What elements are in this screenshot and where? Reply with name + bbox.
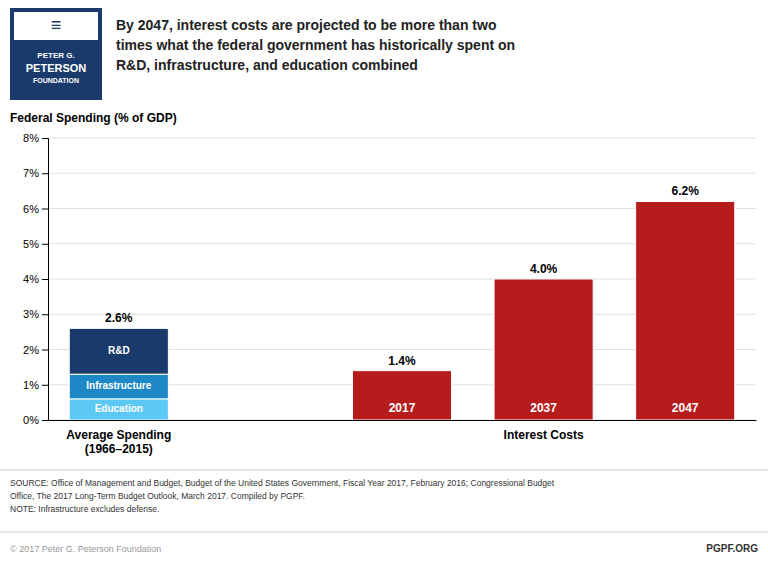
y-tick-mark [42, 173, 48, 174]
value-label: 6.2% [672, 184, 700, 198]
bar [636, 201, 735, 420]
y-tick: 0% [23, 414, 48, 426]
bar [352, 371, 451, 420]
y-axis: 0% 1% 2% 3% 4% 5% 6% 7% 8% [23, 132, 48, 426]
y-tick-label: 1% [23, 379, 39, 391]
bar [69, 399, 168, 420]
bar-label: 2047 [672, 401, 699, 415]
copyright: © 2017 Peter G. Peterson Foundation [10, 544, 161, 554]
y-tick-mark [42, 385, 48, 386]
grid-line [48, 138, 756, 139]
y-tick-mark [42, 279, 48, 280]
logo-text: PETERSON [26, 62, 87, 74]
logo-text: FOUNDATION [33, 77, 79, 84]
data-labels: Education Infrastructure R&D 2017 1.4% 2037 4.… [86, 184, 699, 415]
x-tick: Average Spending(1966–2015) [66, 428, 171, 456]
x-tick-label: Interest Costs [504, 428, 584, 442]
chart: ≡ PETER G. PETERSON FOUNDATION By 2047, inte… [0, 0, 768, 576]
x-tick-label-line: (1966–2015) [85, 442, 153, 456]
value-label: 1.4% [388, 354, 416, 368]
x-axis: Average Spending(1966–2015) Interest Cost… [49, 421, 757, 456]
y-tick: 2% [23, 344, 48, 356]
x-tick-label-line: Average Spending [66, 428, 171, 442]
title-line: By 2047, interest costs are projected to… [116, 17, 496, 33]
bar [69, 328, 168, 374]
y-tick: 8% [23, 132, 48, 144]
series [69, 328, 168, 374]
series [352, 201, 734, 420]
x-axis-line [49, 420, 757, 421]
bar [69, 374, 168, 399]
y-tick: 6% [23, 203, 48, 215]
bars [69, 201, 735, 420]
y-tick-label: 6% [23, 203, 39, 215]
bar-label: 2037 [530, 401, 557, 415]
segment-label: R&D [108, 345, 130, 356]
y-tick: 1% [23, 379, 48, 391]
footer: SOURCE: Office of Management and Budget,… [0, 470, 768, 554]
series [69, 399, 168, 420]
y-tick-mark [42, 420, 48, 421]
title: By 2047, interest costs are projected to… [116, 17, 515, 73]
logo-icon: ≡ [51, 15, 62, 35]
logo-text: PETER G. [37, 51, 74, 60]
x-tick: Interest Costs [504, 428, 584, 442]
grid-line [48, 173, 756, 174]
y-tick-mark [42, 314, 48, 315]
x-tick-label: Average Spending(1966–2015) [66, 428, 171, 456]
y-tick-label: 2% [23, 344, 39, 356]
website: PGPF.ORG [706, 543, 758, 554]
source-line: SOURCE: Office of Management and Budget,… [10, 478, 555, 488]
y-tick-mark [42, 209, 48, 210]
series [69, 374, 168, 399]
y-tick: 3% [23, 308, 48, 320]
y-axis-line [42, 139, 49, 421]
bar [494, 279, 593, 420]
source-line: Office, The 2017 Long-Term Budget Outloo… [10, 491, 305, 501]
bar-label: 2017 [389, 401, 416, 415]
y-tick-label: 4% [23, 273, 39, 285]
y-tick-label: 0% [23, 414, 39, 426]
logo: ≡ PETER G. PETERSON FOUNDATION [10, 8, 102, 100]
y-tick-label: 5% [23, 238, 39, 250]
separator [0, 470, 768, 471]
segment-label: Education [95, 403, 143, 414]
y-tick-label: 7% [23, 167, 39, 179]
y-tick-mark [42, 350, 48, 351]
y-tick-mark [42, 244, 48, 245]
y-tick-label: 3% [23, 308, 39, 320]
logo-icon-box [14, 12, 98, 40]
y-axis-label: Federal Spending (% of GDP) [10, 111, 177, 125]
y-tick-label: 8% [23, 132, 39, 144]
grid [48, 138, 756, 420]
total-label: 2.6% [105, 311, 133, 325]
y-tick-mark [42, 138, 48, 139]
title-line: times what the federal government has hi… [116, 37, 515, 53]
segment-label: Infrastructure [86, 380, 151, 391]
source-line: NOTE: Infrastructure excludes defense. [10, 504, 159, 514]
title-line: R&D, infrastructure, and education combi… [116, 57, 418, 73]
y-tick: 7% [23, 167, 48, 179]
separator [0, 532, 768, 533]
value-label: 4.0% [530, 262, 558, 276]
y-tick: 4% [23, 273, 48, 285]
logo-box [10, 8, 102, 100]
source: SOURCE: Office of Management and Budget,… [10, 478, 555, 514]
x-tick-label-line: Interest Costs [504, 428, 584, 442]
y-tick: 5% [23, 238, 48, 250]
